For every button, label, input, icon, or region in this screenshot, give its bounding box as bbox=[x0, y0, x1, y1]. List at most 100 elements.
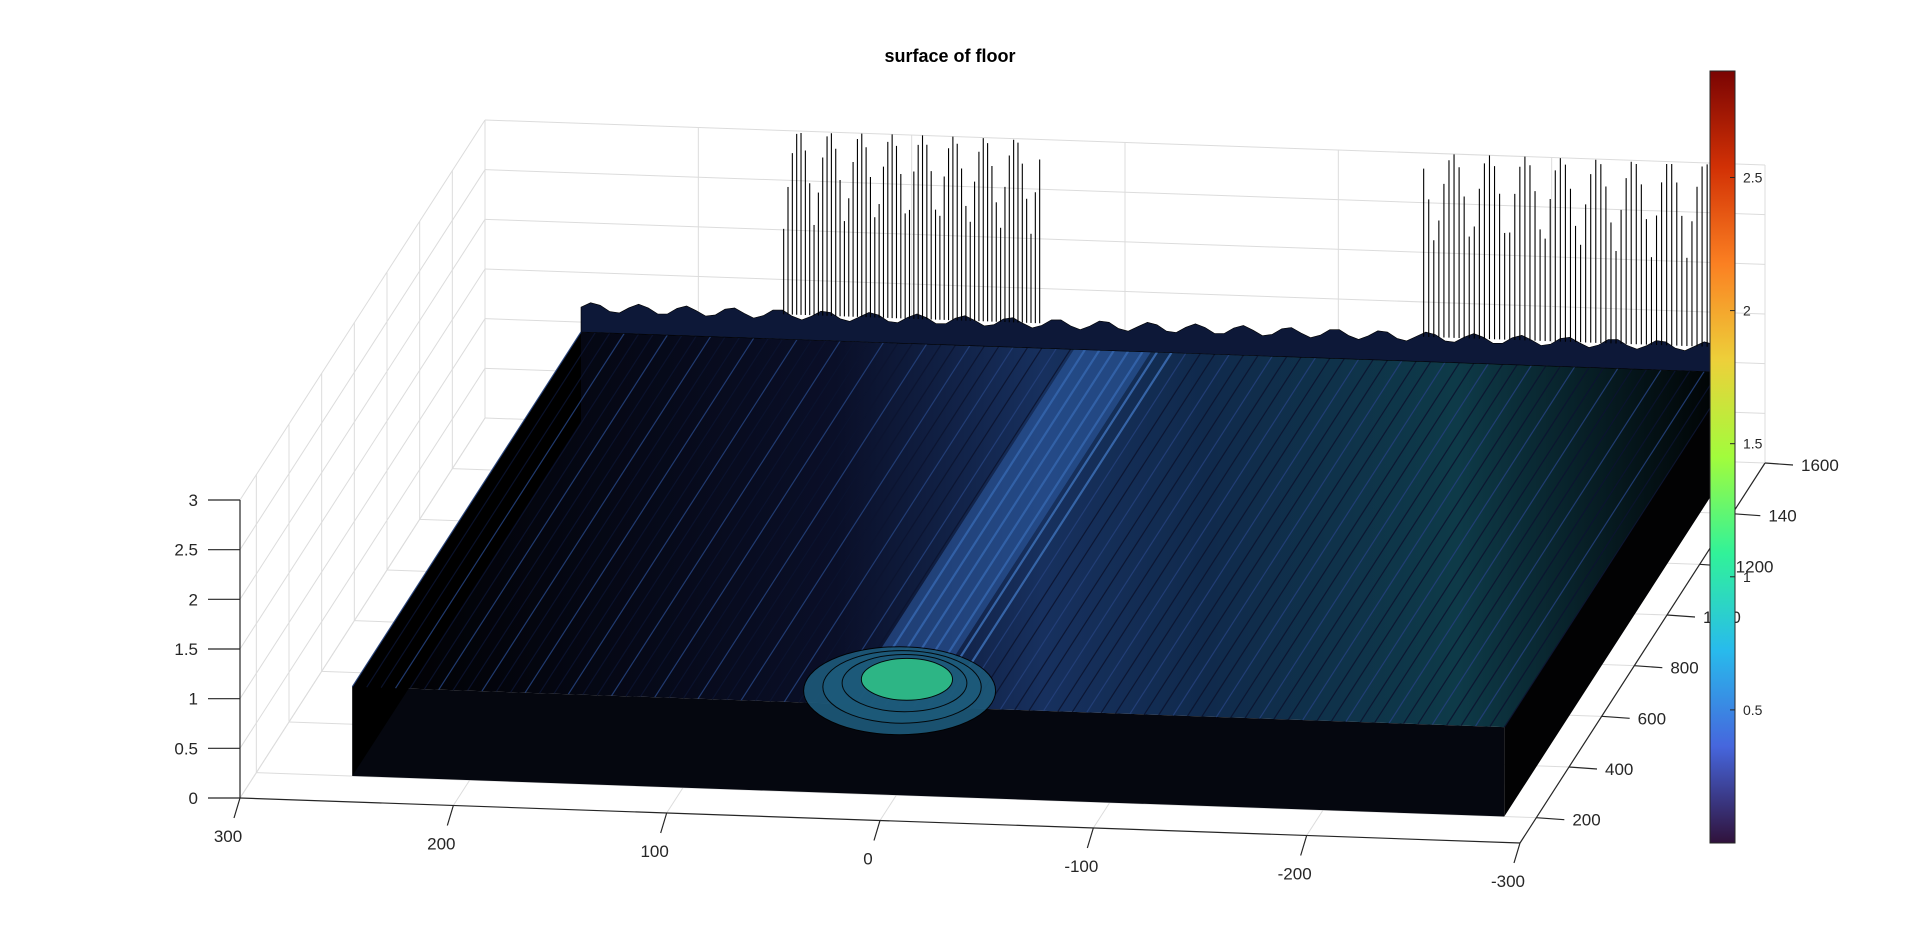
surface-ridge bbox=[467, 335, 697, 692]
colorbar-tick-label: 1 bbox=[1743, 569, 1751, 585]
surface-ridge bbox=[351, 331, 582, 687]
surface-ridge bbox=[625, 341, 856, 697]
surface-ridge bbox=[783, 346, 1014, 703]
surface-ridge bbox=[1158, 359, 1388, 716]
x-tick bbox=[446, 805, 454, 826]
y-tick-label: 800 bbox=[1670, 659, 1698, 678]
grid-line bbox=[239, 368, 486, 749]
z-tick-label: 0 bbox=[189, 789, 198, 808]
x-tick-label: 200 bbox=[427, 835, 455, 854]
surface-ridge bbox=[438, 334, 668, 691]
grid-line bbox=[239, 219, 486, 600]
surface-front bbox=[352, 686, 1505, 817]
x-tick-label: 0 bbox=[863, 850, 872, 869]
colorbar-tick-label: 2.5 bbox=[1743, 169, 1763, 185]
surface-ridge bbox=[668, 342, 899, 699]
surface-ridge bbox=[1143, 359, 1374, 715]
surface bbox=[351, 132, 1734, 817]
surface-ridge bbox=[697, 343, 928, 700]
surface-ridge bbox=[1244, 363, 1475, 719]
x-tick bbox=[873, 820, 881, 841]
surface-ridge bbox=[553, 338, 784, 695]
surface-ridge bbox=[1273, 364, 1504, 720]
surface-ridge bbox=[1043, 355, 1273, 712]
grid-line bbox=[239, 119, 486, 501]
surface-ridge bbox=[524, 337, 755, 694]
surface-ridge bbox=[366, 332, 596, 688]
surface-ridge bbox=[1201, 361, 1432, 717]
y-tick bbox=[1568, 766, 1598, 770]
z-tick-label: 3 bbox=[189, 491, 198, 510]
surface-ridge bbox=[812, 347, 1043, 704]
surface-ridge bbox=[1316, 365, 1547, 721]
grid-line bbox=[239, 169, 486, 550]
surface-ridge bbox=[582, 339, 812, 696]
x-tick-label: 300 bbox=[214, 827, 242, 846]
surface-ridge bbox=[1028, 355, 1259, 711]
x-tick-label: -100 bbox=[1064, 857, 1098, 876]
central-ridge bbox=[857, 329, 1164, 688]
surface-ridge bbox=[1345, 366, 1576, 722]
surface-ridge bbox=[711, 344, 942, 700]
z-tick-label: 2 bbox=[189, 590, 198, 609]
y-tick bbox=[1732, 513, 1761, 517]
surface-ridge bbox=[539, 338, 769, 694]
surface-ridge bbox=[1057, 356, 1288, 712]
y-tick bbox=[1666, 614, 1696, 618]
surface-ridge bbox=[683, 343, 913, 699]
z-tick-label: 1 bbox=[189, 690, 198, 709]
surface-ridge bbox=[1115, 358, 1345, 714]
surface-ridge bbox=[1086, 357, 1316, 713]
surface-ridge bbox=[395, 333, 625, 689]
colorbar: 0.5 1 1.5 2 2.5 bbox=[1709, 70, 1763, 844]
y-tick bbox=[1634, 665, 1663, 669]
y-tick-label: 600 bbox=[1638, 709, 1666, 728]
surface-ridge bbox=[611, 340, 841, 697]
surface-ridge bbox=[409, 333, 640, 689]
surface-ridge bbox=[1431, 369, 1662, 725]
x-tick bbox=[1086, 827, 1094, 849]
x-tick bbox=[660, 812, 668, 834]
surface-ridge bbox=[1071, 356, 1302, 713]
surface-ridge bbox=[1460, 370, 1691, 726]
x-tick-label: -200 bbox=[1278, 865, 1312, 884]
surface-ridge bbox=[1388, 368, 1619, 724]
x-tick-label: 100 bbox=[640, 842, 668, 861]
surface-ridge bbox=[1489, 371, 1720, 727]
surface-ridge bbox=[423, 334, 654, 690]
surface-ridge bbox=[1331, 366, 1561, 722]
surface-ridge bbox=[927, 351, 1158, 708]
grid-line bbox=[239, 268, 486, 650]
y-tick bbox=[1601, 715, 1630, 719]
surface-ridge bbox=[654, 342, 884, 698]
x-tick bbox=[1513, 842, 1521, 864]
surface-ridge bbox=[1215, 362, 1446, 718]
surface-ridge bbox=[841, 348, 1072, 705]
z-tick-label: 2.5 bbox=[174, 541, 198, 560]
grid-line bbox=[239, 417, 486, 799]
surface-ridge bbox=[971, 353, 1201, 709]
z-tick-label: 1.5 bbox=[174, 640, 198, 659]
surface-ridge bbox=[740, 345, 971, 701]
z-axis: 0 0.5 1 1.5 2 2.5 3 bbox=[174, 491, 241, 808]
surface-ridge bbox=[510, 337, 740, 693]
x-tick bbox=[233, 797, 241, 819]
surface-ridge bbox=[1172, 360, 1403, 716]
surface-ridge bbox=[798, 347, 1028, 703]
y-tick-label: 200 bbox=[1572, 811, 1600, 830]
front-bump bbox=[860, 657, 954, 701]
grid-line bbox=[256, 772, 1537, 819]
surface-ridge bbox=[1503, 372, 1734, 728]
surface-ridge bbox=[1187, 361, 1417, 717]
x-tick-label: -300 bbox=[1491, 872, 1525, 891]
colorbar-tick-label: 2 bbox=[1743, 303, 1751, 319]
surface-ridge bbox=[941, 352, 1173, 708]
surface-ridge bbox=[1230, 362, 1460, 718]
y-axis: 200400600800100012001401600 bbox=[1519, 456, 1839, 844]
surface-ridge bbox=[999, 354, 1230, 710]
surface-ridge bbox=[380, 332, 611, 688]
surface-ridge bbox=[1287, 364, 1518, 720]
colorbar-tick-label: 0.5 bbox=[1743, 702, 1763, 718]
surface-ridge bbox=[956, 352, 1187, 709]
surface-ridge bbox=[1100, 357, 1331, 714]
